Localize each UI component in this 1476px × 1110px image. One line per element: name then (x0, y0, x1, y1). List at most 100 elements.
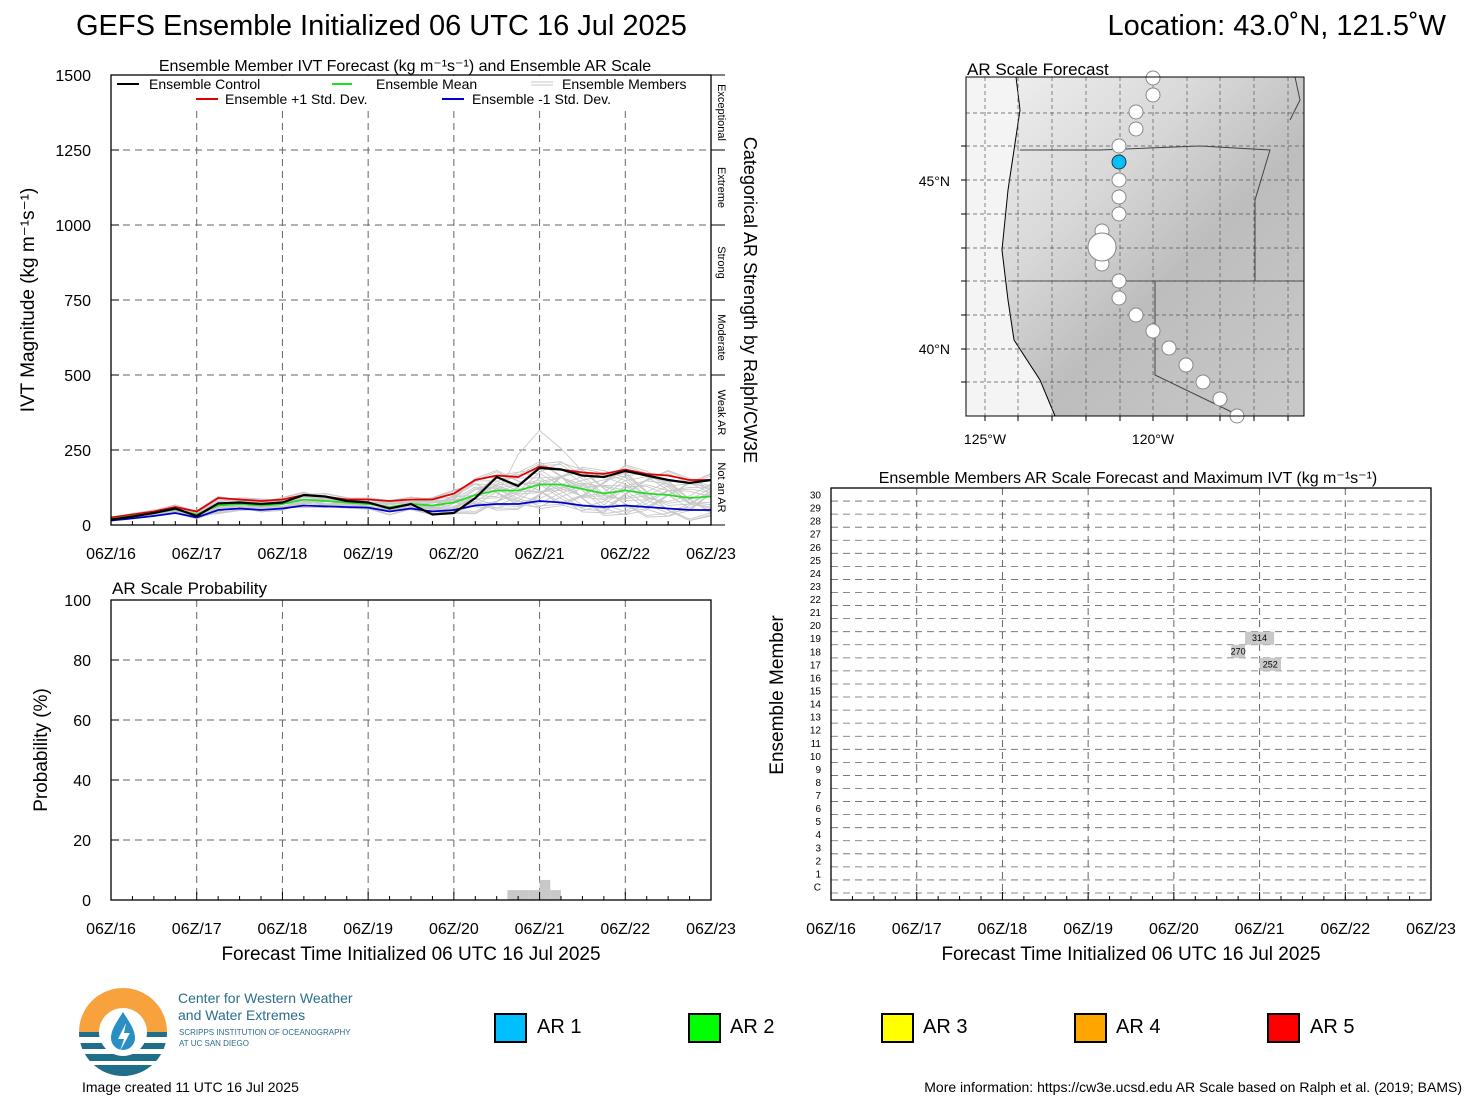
ivt-ytick-label: 1000 (55, 218, 91, 235)
member-label: 15 (810, 687, 822, 698)
prob-bar (518, 890, 529, 900)
map-lon-label-125: 125°W (964, 431, 1007, 447)
prob-xtick-label: 06Z/20 (429, 921, 479, 938)
track-point (1111, 290, 1127, 306)
member-label: 26 (810, 543, 822, 554)
legend-control-label: Ensemble Control (149, 76, 260, 92)
track-point (1212, 391, 1228, 407)
prob-ytick-label: 80 (73, 653, 91, 670)
track-point (1111, 189, 1127, 205)
prob-xtick-label: 06Z/19 (343, 921, 393, 938)
track-point (1178, 357, 1194, 373)
member-label: 10 (810, 752, 822, 763)
ivt-xtick-label: 06Z/21 (515, 546, 565, 563)
track-point (1145, 87, 1161, 103)
prob-panel-title: AR Scale Probability (112, 579, 267, 598)
track-point (1128, 104, 1144, 120)
member-label: 1 (815, 869, 821, 880)
member-label: 8 (815, 778, 821, 789)
member-label: 2 (815, 856, 821, 867)
prob-bar (539, 879, 551, 900)
member-event-bar (1259, 657, 1281, 671)
members-xtick-label: 06Z/18 (978, 921, 1028, 938)
track-point (1128, 307, 1144, 323)
prob-ytick-label: 0 (82, 893, 91, 910)
member-label: 22 (810, 595, 822, 606)
category-label-4: Weak AR (715, 390, 727, 436)
map-lat-label-45: 45°N (919, 173, 950, 189)
ivt-ytick-label: 1250 (55, 143, 91, 160)
category-label-0: Exceptional (715, 84, 727, 141)
member-event-bar (1245, 631, 1275, 645)
page-title: GEFS Ensemble Initialized 06 UTC 16 Jul … (76, 10, 687, 42)
ar4-swatch (1074, 1013, 1107, 1043)
members-xtick-label: 06Z/16 (806, 921, 856, 938)
prob-xtick-label: 06Z/23 (686, 921, 736, 938)
prob-ytick-label: 100 (64, 593, 91, 610)
prob-xtick-label: 06Z/18 (258, 921, 308, 938)
map-border-id-mt (1289, 76, 1301, 121)
members-xtick-label: 06Z/21 (1235, 921, 1285, 938)
member-label: 13 (810, 713, 822, 724)
prob-ytick-label: 20 (73, 833, 91, 850)
footer-created: Image created 11 UTC 16 Jul 2025 (82, 1079, 299, 1095)
ar3-swatch (881, 1013, 914, 1043)
ar3-label: AR 3 (923, 1016, 968, 1038)
category-label-3: Moderate (715, 314, 727, 360)
prob-xtick-label: 06Z/17 (172, 921, 222, 938)
ivt-ytick-label: 0 (82, 518, 91, 535)
member-event-bar (1231, 644, 1245, 658)
prob-xlabel: Forecast Time Initialized 06 UTC 16 Jul … (221, 944, 600, 965)
member-label: 12 (810, 726, 822, 737)
track-point (1195, 374, 1211, 390)
footer-info: More information: https://cw3e.ucsd.edu … (924, 1079, 1462, 1095)
prob-bar (550, 890, 561, 900)
member-label: 18 (810, 647, 822, 658)
ar5-swatch (1267, 1013, 1300, 1043)
member-label: 3 (815, 843, 821, 854)
location-label: Location: 43.0˚N, 121.5˚W (1107, 10, 1446, 42)
member-label: 16 (810, 673, 822, 684)
prob-bar (528, 890, 540, 900)
track-point (1128, 121, 1144, 137)
members-frame (830, 487, 1432, 901)
ar2-label: AR 2 (730, 1016, 775, 1038)
track-point (1145, 323, 1161, 339)
ar1-label: AR 1 (537, 1016, 582, 1038)
map-frame (965, 76, 1305, 417)
category-label-2: Strong (715, 246, 727, 278)
ivt-ytick-label: 1500 (55, 68, 91, 85)
ivt-legend-bg (112, 76, 709, 107)
logo-line-1: Center for Western Weather (178, 990, 353, 1006)
ivt-panel-title: Ensemble Member IVT Forecast (kg m⁻¹s⁻¹)… (159, 58, 651, 75)
ivt-xtick-label: 06Z/16 (86, 546, 136, 563)
ivt-xtick-label: 06Z/22 (600, 546, 650, 563)
prob-xtick-label: 06Z/21 (515, 921, 565, 938)
member-label: 6 (815, 804, 821, 815)
member-label: 29 (810, 504, 822, 515)
members-xtick-label: 06Z/20 (1149, 921, 1199, 938)
member-label: 20 (810, 621, 822, 632)
ivt-minus-line (110, 500, 711, 522)
prob-ylabel: Probability (%) (31, 688, 52, 812)
ar1-swatch (494, 1013, 527, 1043)
map-ocean (966, 77, 1055, 416)
members-panel-title: Ensemble Members AR Scale Forecast and M… (879, 470, 1378, 487)
map-lon-label-120: 120°W (1132, 431, 1175, 447)
map-border-ca-nv (1154, 281, 1241, 417)
cw3e-logo (76, 985, 171, 1080)
map-lat-label-40: 40°N (919, 341, 950, 357)
member-label: 25 (810, 556, 822, 567)
prob-frame (110, 599, 712, 901)
members-xlabel: Forecast Time Initialized 06 UTC 16 Jul … (941, 944, 1320, 965)
member-label: 30 (810, 491, 822, 502)
ar2-swatch (688, 1013, 721, 1043)
map-border-wa-or-id (1020, 145, 1271, 281)
legend-plus-label: Ensemble +1 Std. Dev. (225, 91, 368, 107)
ivt-plus-line (110, 465, 711, 519)
logo-line-3: SCRIPPS INSTITUTION OF OCEANOGRAPHY (179, 1028, 351, 1037)
member-label: 11 (811, 739, 822, 750)
member-label: 9 (815, 765, 821, 776)
category-label-1: Extreme (715, 167, 727, 208)
ivt-ytick-label: 500 (64, 368, 91, 385)
